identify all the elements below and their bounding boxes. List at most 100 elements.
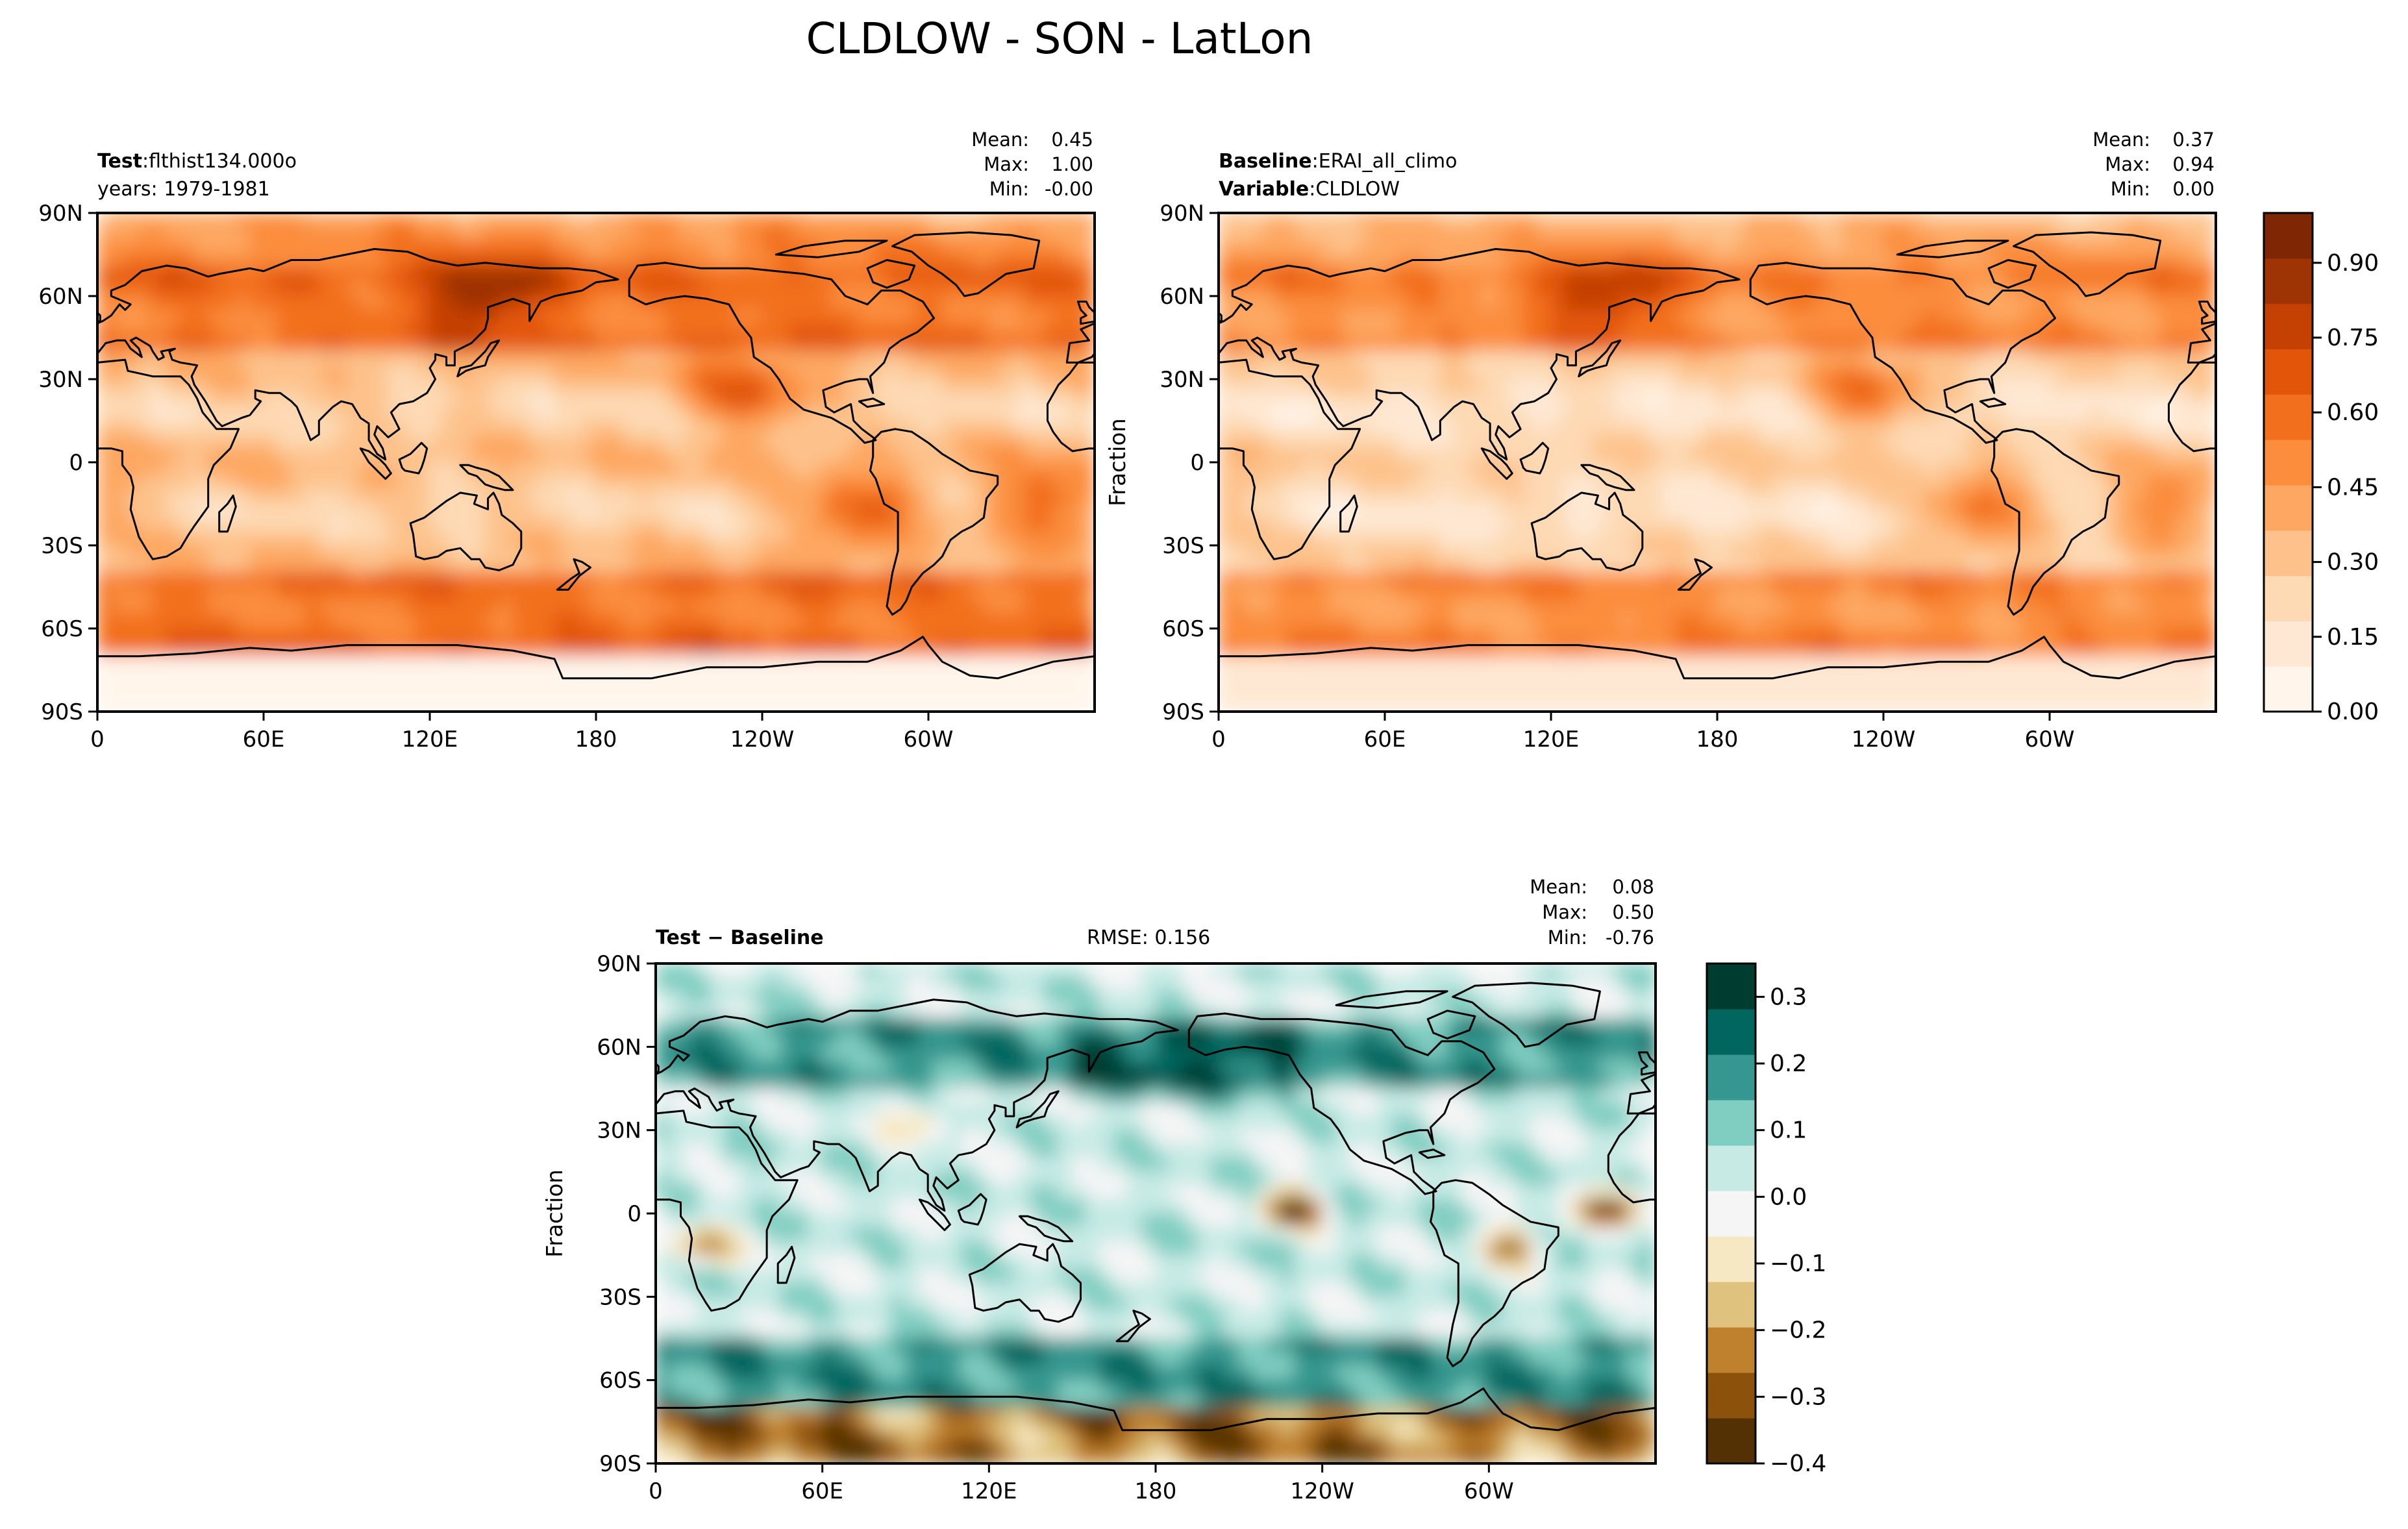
heatmap-cell bbox=[456, 309, 472, 325]
heatmap-cell bbox=[1592, 530, 1607, 546]
heatmap-cell bbox=[2187, 379, 2203, 394]
heatmap-cell bbox=[2159, 530, 2175, 546]
heatmap-cell bbox=[1689, 586, 1704, 602]
heatmap-cell bbox=[2021, 254, 2037, 269]
heatmap-cell bbox=[1273, 600, 1289, 615]
heatmap-cell bbox=[581, 655, 597, 671]
heatmap-cell bbox=[1661, 530, 1676, 546]
heatmap-cell bbox=[2104, 323, 2120, 338]
heatmap-cell bbox=[2035, 337, 2050, 353]
heatmap-cell bbox=[1592, 281, 1607, 297]
heatmap-cell bbox=[664, 364, 680, 380]
heatmap-cell bbox=[429, 240, 445, 255]
heatmap-cell bbox=[277, 614, 292, 629]
heatmap-cell bbox=[388, 641, 403, 657]
heatmap-cell bbox=[2063, 364, 2078, 380]
heatmap-cell bbox=[304, 364, 320, 380]
heatmap-cell bbox=[623, 406, 638, 421]
heatmap-cell bbox=[1024, 254, 1040, 269]
heatmap-cell bbox=[1675, 517, 1691, 532]
heatmap-cell bbox=[1011, 337, 1026, 353]
heatmap-cell bbox=[360, 295, 375, 311]
heatmap-cell bbox=[2007, 323, 2023, 338]
heatmap-cell bbox=[886, 489, 902, 504]
heatmap-cell bbox=[456, 379, 472, 394]
heatmap-cell bbox=[554, 226, 569, 242]
heatmap-cell bbox=[1910, 641, 1926, 657]
heatmap-cell bbox=[1411, 614, 1427, 629]
heatmap-cell bbox=[1813, 267, 1829, 283]
heatmap-cell bbox=[1606, 267, 1621, 283]
heatmap-cell bbox=[346, 447, 362, 463]
heatmap-cell bbox=[567, 489, 583, 504]
heatmap-cell bbox=[789, 351, 804, 366]
heatmap-cell bbox=[471, 240, 486, 255]
heatmap-cell bbox=[401, 641, 417, 657]
heatmap-cell bbox=[1855, 226, 1870, 242]
heatmap-cell bbox=[180, 503, 195, 519]
heatmap-cell bbox=[1564, 420, 1580, 436]
heatmap-cell bbox=[166, 517, 181, 532]
heatmap-cell bbox=[1813, 281, 1829, 297]
heatmap-cell bbox=[498, 628, 514, 643]
heatmap-cell bbox=[1411, 351, 1427, 366]
heatmap-cell bbox=[1426, 545, 1441, 560]
heatmap-cell bbox=[1758, 392, 1774, 408]
heatmap-cell bbox=[1080, 669, 1095, 685]
heatmap-cell bbox=[637, 447, 652, 463]
heatmap-cell bbox=[2174, 406, 2189, 421]
heatmap-cell bbox=[249, 530, 264, 546]
heatmap-cell bbox=[941, 489, 957, 504]
heatmap-cell bbox=[747, 267, 763, 283]
heatmap-cell bbox=[1772, 364, 1787, 380]
heatmap-cell bbox=[1619, 240, 1635, 255]
heatmap-cell bbox=[1343, 530, 1358, 546]
heatmap-cell bbox=[595, 572, 611, 588]
heatmap-cell bbox=[1260, 420, 1275, 436]
heatmap-cell bbox=[1827, 434, 1843, 449]
heatmap-cell bbox=[775, 351, 791, 366]
heatmap-cell bbox=[166, 309, 181, 325]
heatmap-cell bbox=[97, 517, 112, 532]
heatmap-cell bbox=[193, 628, 209, 643]
heatmap-cell bbox=[2035, 489, 2050, 504]
heatmap-cell bbox=[983, 309, 999, 325]
heatmap-cell bbox=[1467, 281, 1483, 297]
heatmap-cell bbox=[1980, 530, 1995, 546]
heatmap-cell bbox=[1910, 213, 1926, 228]
heatmap-cell bbox=[456, 558, 472, 574]
heatmap-cell bbox=[512, 420, 528, 436]
heatmap-cell bbox=[1066, 545, 1082, 560]
heatmap-cell bbox=[1439, 614, 1455, 629]
heatmap-cell bbox=[1439, 572, 1455, 588]
heatmap-cell bbox=[678, 489, 694, 504]
heatmap-cell bbox=[1855, 254, 1870, 269]
heatmap-cell bbox=[415, 309, 430, 325]
heatmap-cell bbox=[706, 641, 721, 657]
heatmap-cell bbox=[290, 240, 306, 255]
heatmap-cell bbox=[2201, 254, 2216, 269]
heatmap-cell bbox=[734, 447, 749, 463]
heatmap-cell bbox=[1232, 475, 1247, 491]
heatmap-cell bbox=[152, 392, 168, 408]
heatmap-cell bbox=[1219, 558, 1234, 574]
heatmap-cell bbox=[581, 213, 597, 228]
heatmap-cell bbox=[1260, 655, 1275, 671]
heatmap-cell bbox=[152, 489, 168, 504]
heatmap-cell bbox=[1730, 337, 1746, 353]
heatmap-cell bbox=[1550, 420, 1566, 436]
heatmap-cell bbox=[1052, 337, 1068, 353]
heatmap-cell bbox=[346, 254, 362, 269]
heatmap-cell bbox=[540, 530, 555, 546]
heatmap-cell bbox=[734, 628, 749, 643]
heatmap-cell bbox=[1647, 489, 1663, 504]
heatmap-cell bbox=[1384, 351, 1400, 366]
heatmap-cell bbox=[1647, 558, 1663, 574]
heatmap-cell bbox=[872, 462, 887, 477]
heatmap-cell bbox=[1952, 462, 1967, 477]
heatmap-cell bbox=[1052, 475, 1068, 491]
heatmap-cell bbox=[2049, 628, 2065, 643]
heatmap-cell bbox=[997, 309, 1012, 325]
heatmap-cell bbox=[1785, 281, 1801, 297]
heatmap-cell bbox=[1384, 406, 1400, 421]
